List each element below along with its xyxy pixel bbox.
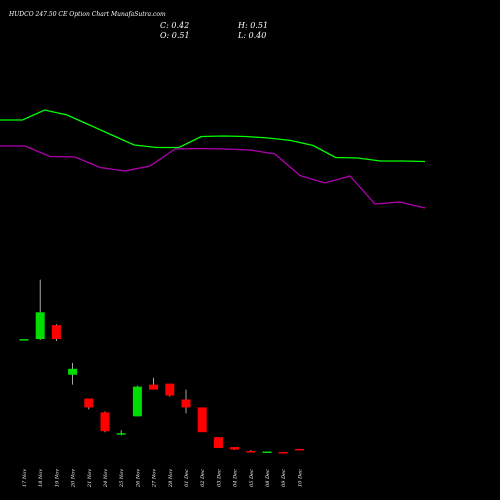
- candle: [68, 362, 78, 385]
- candle: [165, 383, 175, 397]
- candle: [262, 451, 272, 454]
- candles: [19, 279, 304, 454]
- x-tick-label: 10 Dec: [297, 469, 303, 487]
- x-tick-label: 09 Dec: [281, 469, 287, 487]
- x-tick-label: 21 Nov: [87, 469, 93, 488]
- chart-title: HUDCO 247.50 CE Option Chart MunafaSutra…: [9, 11, 166, 18]
- candle-body-down: [294, 448, 304, 451]
- low-value: L: 0.40: [238, 31, 267, 40]
- candle-body-down: [84, 398, 94, 408]
- candle: [181, 389, 191, 414]
- x-tick-label: 08 Dec: [265, 469, 271, 487]
- candle-body-up: [116, 433, 126, 435]
- candle: [35, 279, 45, 341]
- candle-body-down: [165, 383, 175, 396]
- open-value: O: 0.51: [160, 31, 190, 40]
- candle-body-down: [197, 407, 207, 433]
- candle: [213, 437, 223, 449]
- candle: [230, 447, 240, 451]
- x-tick-label: 02 Dec: [200, 469, 206, 487]
- x-tick-label: 20 Nov: [71, 469, 77, 488]
- x-tick-label: 27 Nov: [152, 469, 158, 488]
- candle-body-up: [132, 386, 142, 417]
- x-tick-label: 04 Dec: [233, 469, 239, 487]
- candle: [132, 385, 142, 417]
- candle: [197, 407, 207, 433]
- x-tick-label: 24 Nov: [103, 469, 109, 488]
- x-tick-label: 25 Nov: [119, 469, 125, 488]
- candle-body-down: [149, 384, 159, 390]
- x-tick-label: 28 Nov: [168, 469, 174, 488]
- upper-indicator-line: [0, 109, 426, 163]
- candle: [246, 450, 256, 453]
- candle-body-down: [100, 412, 110, 432]
- candle-body-up: [35, 312, 45, 340]
- lower-indicator-line: [0, 145, 426, 209]
- candle-body-down: [230, 447, 240, 450]
- x-tick-label: 18 Nov: [38, 469, 44, 487]
- candle-body-down: [213, 437, 223, 449]
- x-tick-label: 03 Dec: [216, 469, 222, 487]
- candle-body-down: [246, 451, 256, 453]
- indicator-lines: [0, 109, 426, 209]
- x-tick-label: 19 Nov: [54, 469, 60, 487]
- candle: [19, 339, 29, 341]
- candle-body-up: [68, 368, 78, 375]
- candle: [294, 448, 304, 451]
- candle: [84, 398, 94, 410]
- candle: [100, 411, 110, 433]
- candle: [149, 377, 159, 390]
- candle: [116, 430, 126, 436]
- candle: [51, 324, 61, 342]
- candle-body-down: [51, 325, 61, 340]
- x-axis-labels: 17 Nov 18 Nov 19 Nov 20 Nov 21 Nov 24 Nov 25 N…: [22, 469, 303, 488]
- candle-body-up: [19, 339, 29, 341]
- close-value: C: 0.42: [160, 21, 190, 30]
- candle-body-up: [262, 451, 272, 454]
- x-tick-label: 17 Nov: [22, 469, 28, 487]
- candle-body-down: [278, 452, 288, 454]
- x-tick-label: 05 Dec: [249, 469, 255, 487]
- x-tick-label: 26 Nov: [135, 469, 141, 488]
- candle-body-down: [181, 399, 191, 408]
- x-tick-label: 01 Dec: [184, 469, 190, 487]
- high-value: H: 0.51: [238, 21, 269, 30]
- candle: [278, 452, 288, 454]
